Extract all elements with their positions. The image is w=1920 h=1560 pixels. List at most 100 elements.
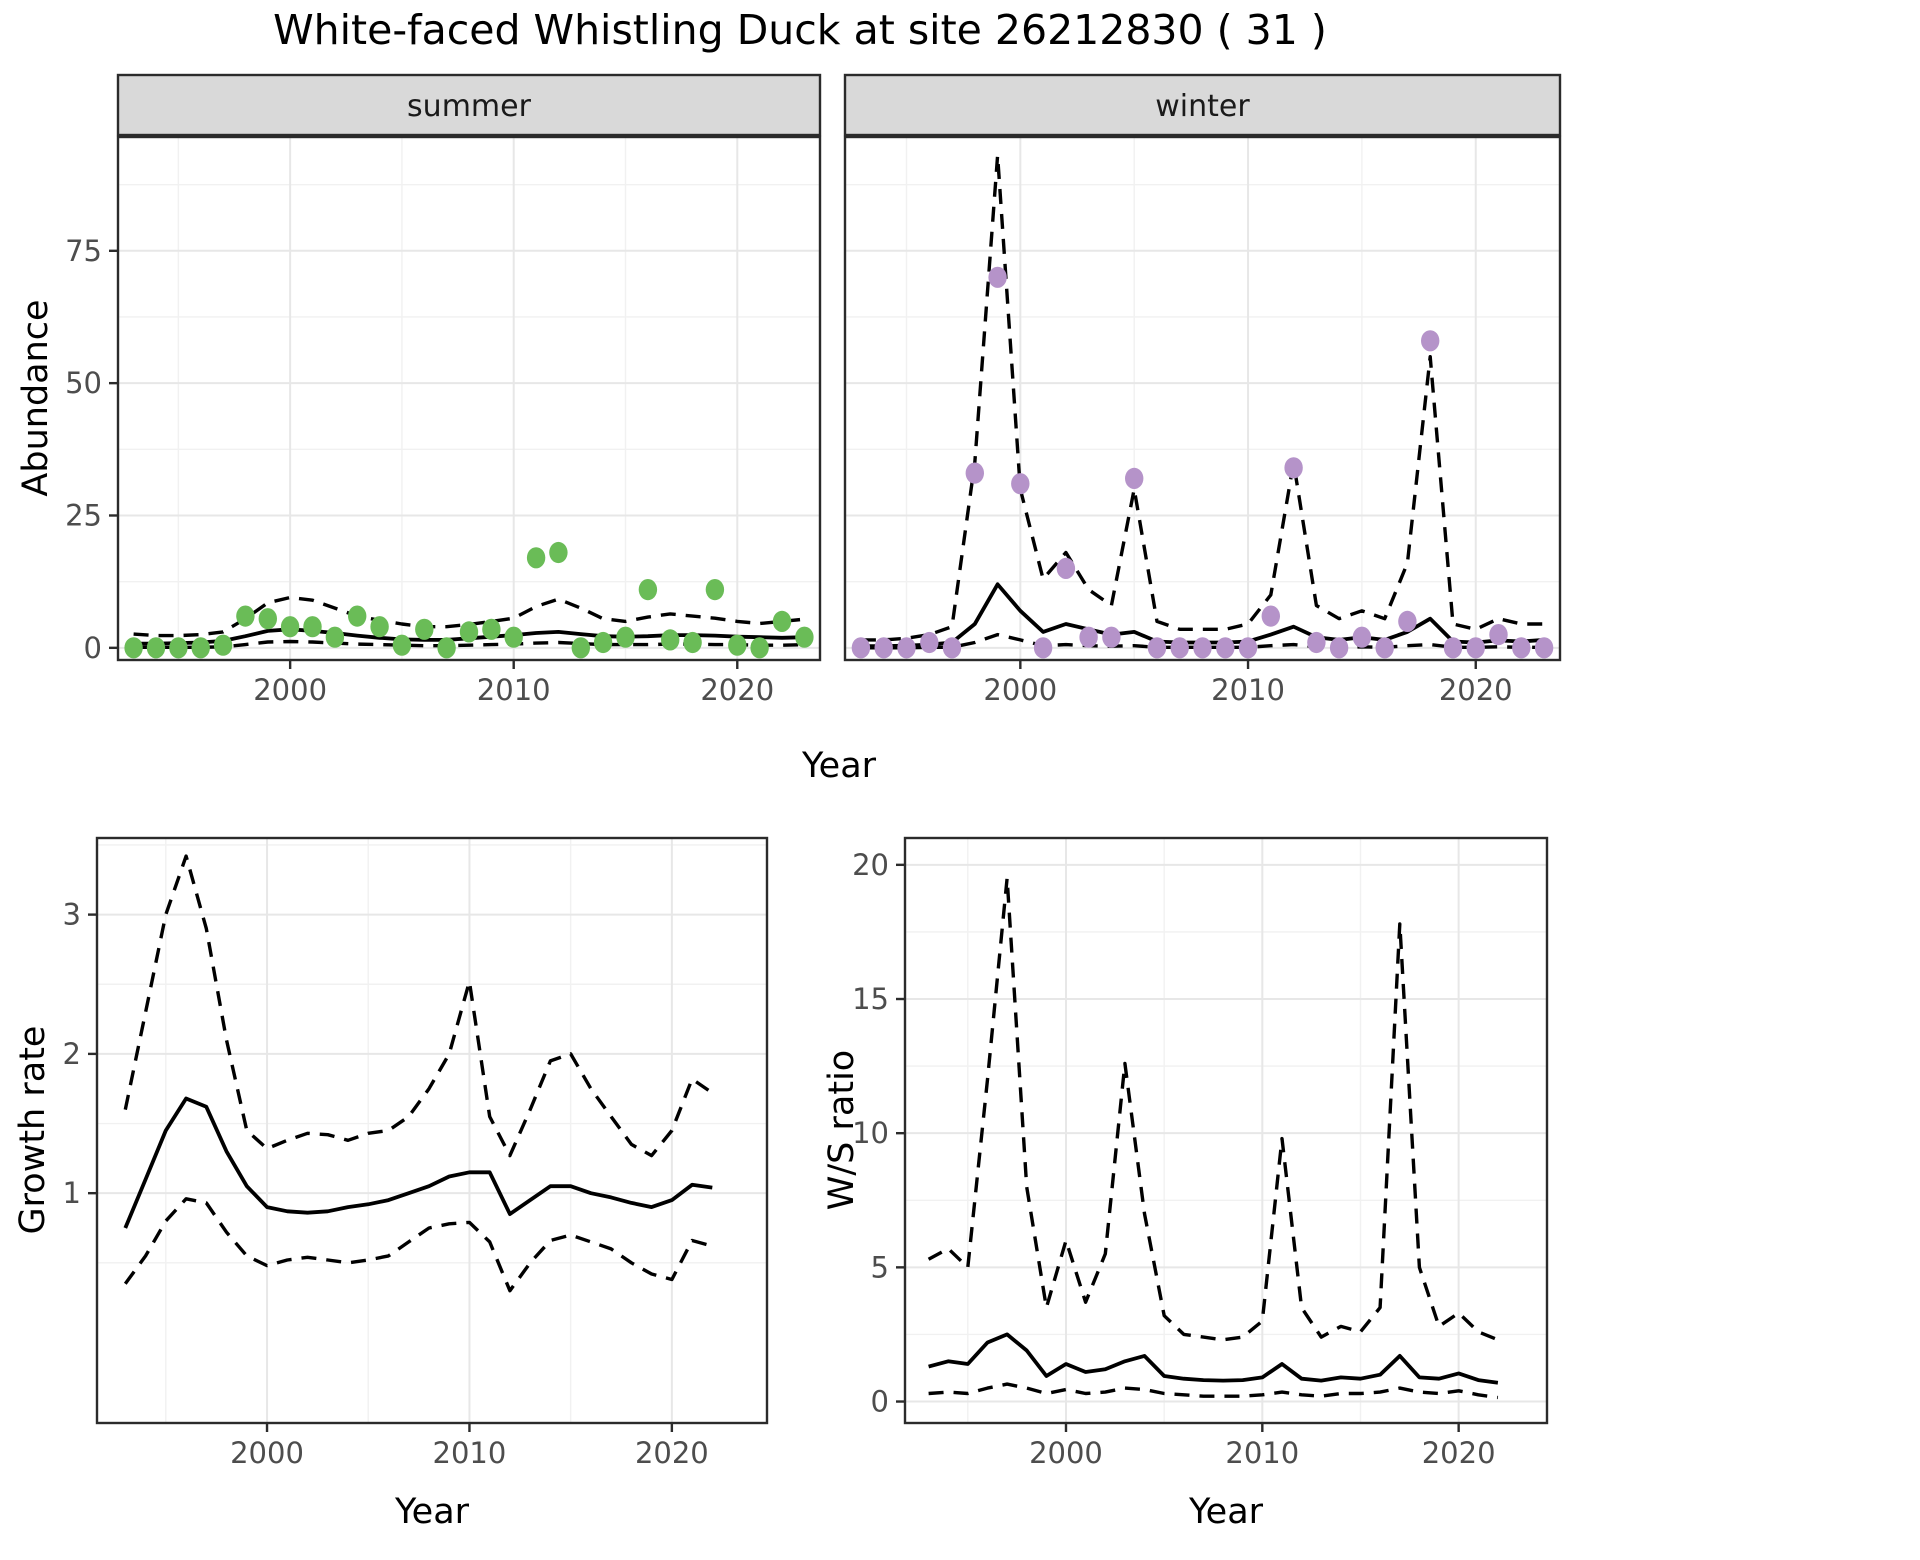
obs-point [920,631,939,654]
obs-point [549,541,568,564]
facet-strip-label: winter [1155,89,1250,124]
facet-strip [116,73,822,137]
obs-point [415,618,434,640]
y-tick-label: 3 [63,898,81,932]
obs-point [258,608,277,630]
obs-point [504,626,523,648]
panel-summer: 2000 2010 2020 0 25 50 75 summer [65,73,822,707]
panel-background [97,838,767,1423]
obs-point [616,626,635,648]
obs-point [874,637,893,659]
obs-point [1261,605,1281,627]
obs-point [146,637,166,659]
x-tick-label: 2000 [253,673,327,707]
facet-strip [843,73,1562,137]
obs-point [1352,626,1372,648]
x-tick-label: 2010 [477,673,551,707]
obs-point [661,629,680,651]
obs-point [348,605,367,627]
obs-point [1125,467,1144,489]
obs-point [1033,637,1053,659]
x-tick-label: 2010 [433,1436,507,1470]
ci-lower-line [860,632,1545,650]
panel-background [845,137,1560,660]
x-tick-label: 2020 [635,1436,709,1470]
panel-border [116,135,822,662]
obs-point [303,616,322,638]
obs-point [965,462,984,484]
y-tick-label: 50 [65,366,102,400]
top-year-axis-title: Year [801,746,877,786]
y-tick-label: 0 [84,631,102,665]
facet-strip-label: summer [407,89,532,124]
obs-point [1193,637,1212,659]
y-tick-label: 1 [63,1176,81,1210]
panel-border [843,135,1562,662]
obs-point [191,637,210,659]
x-tick-label: 2020 [700,673,774,707]
x-tick-label: 2020 [1422,1436,1496,1470]
obs-point [1534,637,1554,659]
obs-point [1375,637,1394,659]
obs-point [942,637,962,659]
obs-point [638,579,658,601]
obs-point [795,626,814,648]
chart-title: White-faced Whistling Duck at site 26212… [273,6,1327,54]
obs-point [280,616,300,638]
panel-ws-ratio: 2000 2010 2020 0 5 10 15 20 [852,836,1549,1470]
obs-point [1329,637,1349,659]
fit-line [928,1332,1499,1385]
fit-line [123,1096,713,1229]
x-tick-label: 2010 [1211,673,1285,707]
y-tick-label: 5 [871,1250,889,1284]
obs-point [124,637,143,659]
y-tick-label: 15 [852,982,889,1016]
y-tick-label: 75 [65,234,102,268]
obs-point [1421,330,1440,352]
ci-upper-line [133,595,805,638]
x-tick-label: 2000 [1029,1436,1103,1470]
ci-lower-line [928,1382,1499,1400]
obs-point [683,631,702,654]
obs-point [897,637,916,659]
obs-point [1307,631,1326,654]
panel-background [905,838,1547,1423]
ci-upper-line [123,854,714,1158]
obs-point [1079,626,1098,648]
x-tick-label: 2000 [230,1436,304,1470]
obs-point [1056,557,1076,580]
obs-point [1489,624,1508,646]
obs-point [437,637,456,659]
obs-point [1466,637,1485,659]
y-tick-label: 10 [852,1116,889,1150]
obs-point [1398,610,1417,633]
obs-point [169,637,188,659]
obs-point [593,631,613,654]
y-tick-label: 20 [852,848,889,882]
y-tick-label: 2 [63,1037,81,1071]
growth-year-axis-title: Year [394,1492,470,1532]
obs-point [988,266,1007,288]
panel-background [118,137,820,660]
obs-point [392,634,412,656]
x-tick-label: 2000 [983,673,1057,707]
obs-point [571,637,590,659]
obs-point [370,616,389,638]
obs-point [772,610,792,633]
panel-border [95,836,769,1425]
obs-point [750,637,769,659]
obs-point [1284,457,1303,479]
obs-point [1011,473,1030,495]
obs-point [236,605,255,627]
y-tick-label: 0 [871,1385,889,1419]
x-tick-label: 2010 [1225,1436,1299,1470]
panel-border [903,836,1549,1425]
obs-point [1147,637,1167,659]
panel-growth-rate: 2000 2010 2020 1 2 3 [63,836,769,1470]
obs-point [1512,637,1531,659]
obs-point [526,547,546,569]
obs-point [705,579,725,601]
panel-winter: 2000 2010 2020 winter [843,73,1562,707]
obs-point [459,621,479,643]
